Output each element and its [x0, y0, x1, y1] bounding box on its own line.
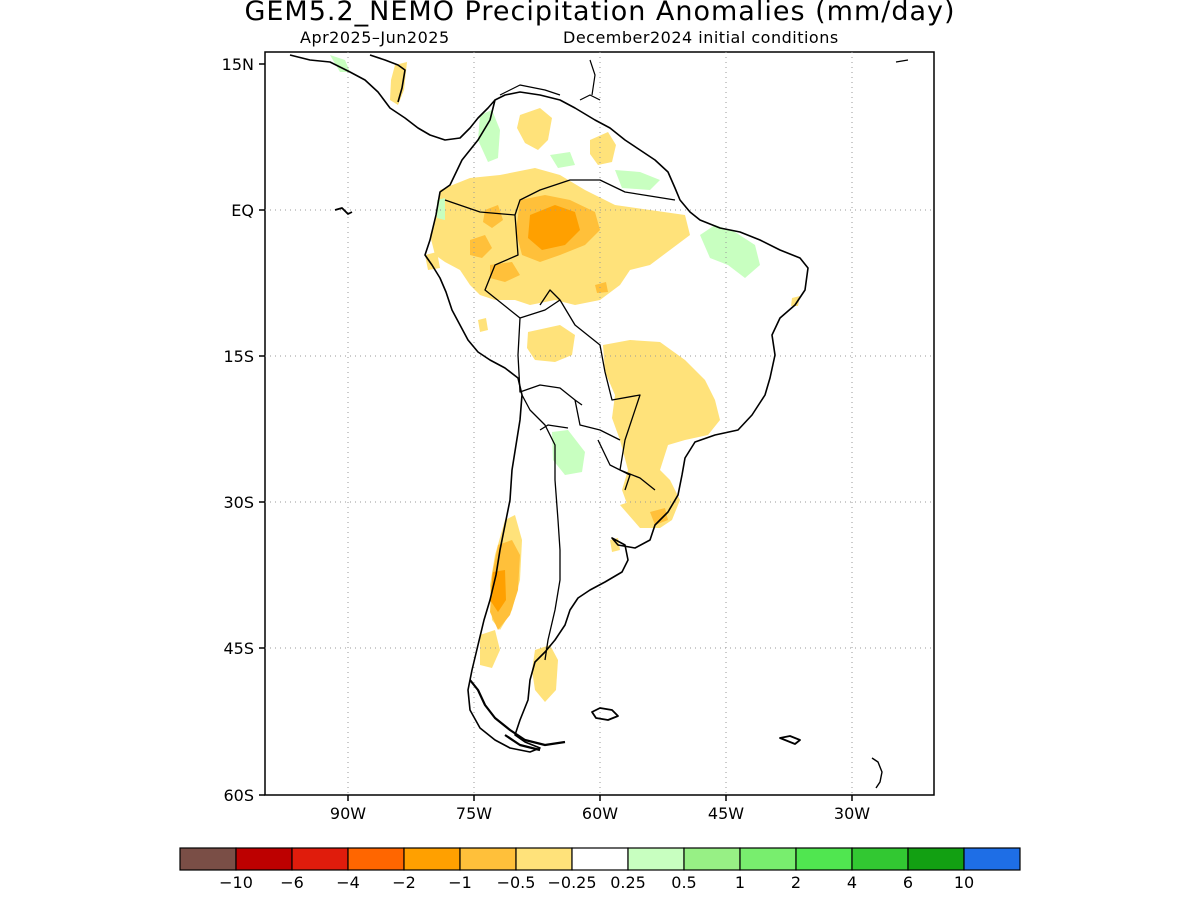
anomaly-bolivia [527, 325, 575, 362]
colorbar-label: 2 [791, 873, 801, 892]
galapagos [334, 207, 353, 215]
south-georgia [779, 735, 801, 745]
colorbar-label: 0.25 [610, 873, 646, 892]
colorbar-box [795, 847, 853, 871]
colorbar-label: −0.5 [497, 873, 536, 892]
colorbar-box [683, 847, 741, 871]
colorbar-label: −0.25 [547, 873, 596, 892]
colorbar-label: −1 [448, 873, 472, 892]
anomaly-colombia [517, 108, 552, 150]
lat-label: 45S [223, 639, 254, 658]
colorbar-box [963, 847, 1021, 871]
colorbar-box [235, 847, 293, 871]
anomaly-central-america [390, 62, 407, 105]
anomaly-amazon-south [490, 262, 520, 282]
anomaly-venezuela-wet [550, 152, 575, 168]
longitude-labels: 90W 75W 60W 45W 30W [330, 804, 870, 823]
anomaly-ecuador [425, 252, 440, 270]
colorbar-box [907, 847, 965, 871]
colorbar-labels: −10 −6 −4 −2 −1 −0.5 −0.25 0.25 0.5 1 2 4 6 10 [219, 873, 974, 892]
colorbar-box [179, 847, 237, 871]
falkland-islands [591, 707, 619, 721]
colorbar-box [571, 847, 629, 871]
colorbar-box [739, 847, 797, 871]
colorbar-box [347, 847, 405, 871]
colorbar-box [403, 847, 461, 871]
anomaly-amazon-west [470, 235, 492, 258]
colorbar-box [459, 847, 517, 871]
anomaly-colombia-wet [478, 110, 500, 162]
lon-label: 30W [834, 804, 870, 823]
colorbar-label: 0.5 [671, 873, 696, 892]
anomaly-amazon-peak [528, 205, 580, 250]
colorbar-label: −10 [219, 873, 253, 892]
country-borders [444, 179, 676, 661]
anomaly-venezuela [590, 132, 616, 165]
lat-label: EQ [231, 201, 254, 220]
colorbar-label: −2 [392, 873, 416, 892]
anomaly-uruguay-coast [650, 508, 668, 525]
lon-label: 90W [330, 804, 366, 823]
anomaly-peru [478, 318, 488, 332]
anomaly-brazil-central [603, 340, 720, 525]
anomaly-orinoco [483, 205, 503, 228]
central-america-north [369, 54, 406, 103]
anomaly-ne-brazil [791, 296, 800, 306]
anomaly-bolivia-core [595, 282, 608, 293]
colorbar-box [851, 847, 909, 871]
central-america-coastline [289, 54, 496, 141]
lon-label: 60W [582, 804, 618, 823]
colorbar-label: 10 [954, 873, 974, 892]
lat-label: 15S [223, 347, 254, 366]
forecast-period: Apr2025–Jun2025 [300, 28, 450, 47]
tierra-del-fuego [469, 679, 566, 752]
colorbar-label: −6 [280, 873, 304, 892]
colorbar: −10 −6 −4 −2 −1 −0.5 −0.25 0.25 0.5 1 2 4 6 10 [179, 847, 1021, 892]
south-sandwich [871, 757, 883, 789]
colorbar-label: 6 [903, 873, 913, 892]
anomaly-patagonia-west [480, 630, 500, 668]
map-title: GEM5.2_NEMO Precipitation Anomalies (mm/… [244, 0, 956, 27]
axis-ticks [259, 63, 853, 801]
coastlines [289, 54, 909, 789]
colorbar-label: 1 [735, 873, 745, 892]
lat-label: 30S [223, 493, 254, 512]
colorbar-box [291, 847, 349, 871]
colorbar-box [627, 847, 685, 871]
colorbar-boxes [179, 847, 1021, 871]
plot-area: 15N EQ 15S 30S 45S 60S 90W 75W 60W 45W 3… [222, 51, 935, 823]
anomaly-central-america-wet [330, 55, 350, 72]
lat-label: 15N [222, 55, 254, 74]
colorbar-box [515, 847, 573, 871]
anomaly-ecuador-wet [437, 198, 445, 220]
south-america-coastline [424, 91, 809, 753]
anomaly-guianas-wet [615, 170, 660, 190]
initial-conditions: December2024 initial conditions [563, 28, 839, 47]
colorbar-label: 4 [847, 873, 857, 892]
lon-label: 45W [708, 804, 744, 823]
anomaly-ne-brazil-wet [700, 225, 760, 278]
lat-label: 60S [223, 786, 254, 805]
anomaly-positive [330, 55, 760, 475]
colorbar-label: −4 [336, 873, 360, 892]
anomaly-chaco-wet [552, 430, 585, 475]
caribbean-islands [499, 59, 909, 101]
plot-frame [264, 51, 935, 796]
latitude-labels: 15N EQ 15S 30S 45S 60S [222, 55, 254, 805]
lon-label: 75W [456, 804, 492, 823]
